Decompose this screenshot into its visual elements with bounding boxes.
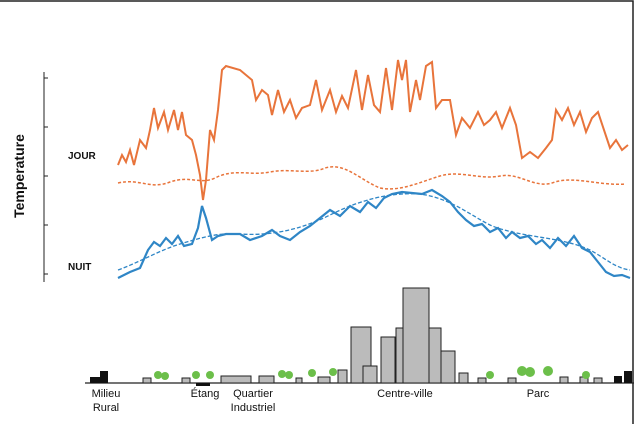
night-label: NUIT <box>68 262 91 273</box>
zone-label: Rural <box>93 402 119 414</box>
day-average-curve <box>117 166 626 190</box>
zone-label: Centre-ville <box>377 388 433 400</box>
day-curve <box>117 59 629 201</box>
y-axis <box>43 72 48 282</box>
zone-label: Étang <box>191 387 220 400</box>
zone-label: Parc <box>527 388 550 400</box>
night-curve <box>117 188 631 280</box>
landscape <box>85 287 634 386</box>
day-label: JOUR <box>68 151 97 162</box>
night-average-curve <box>117 193 631 271</box>
y-axis-label: Temperature <box>11 134 27 218</box>
zone-label: Industriel <box>231 402 276 414</box>
zone-label: Quartier <box>233 388 273 400</box>
zone-label: Milieu <box>92 388 121 400</box>
